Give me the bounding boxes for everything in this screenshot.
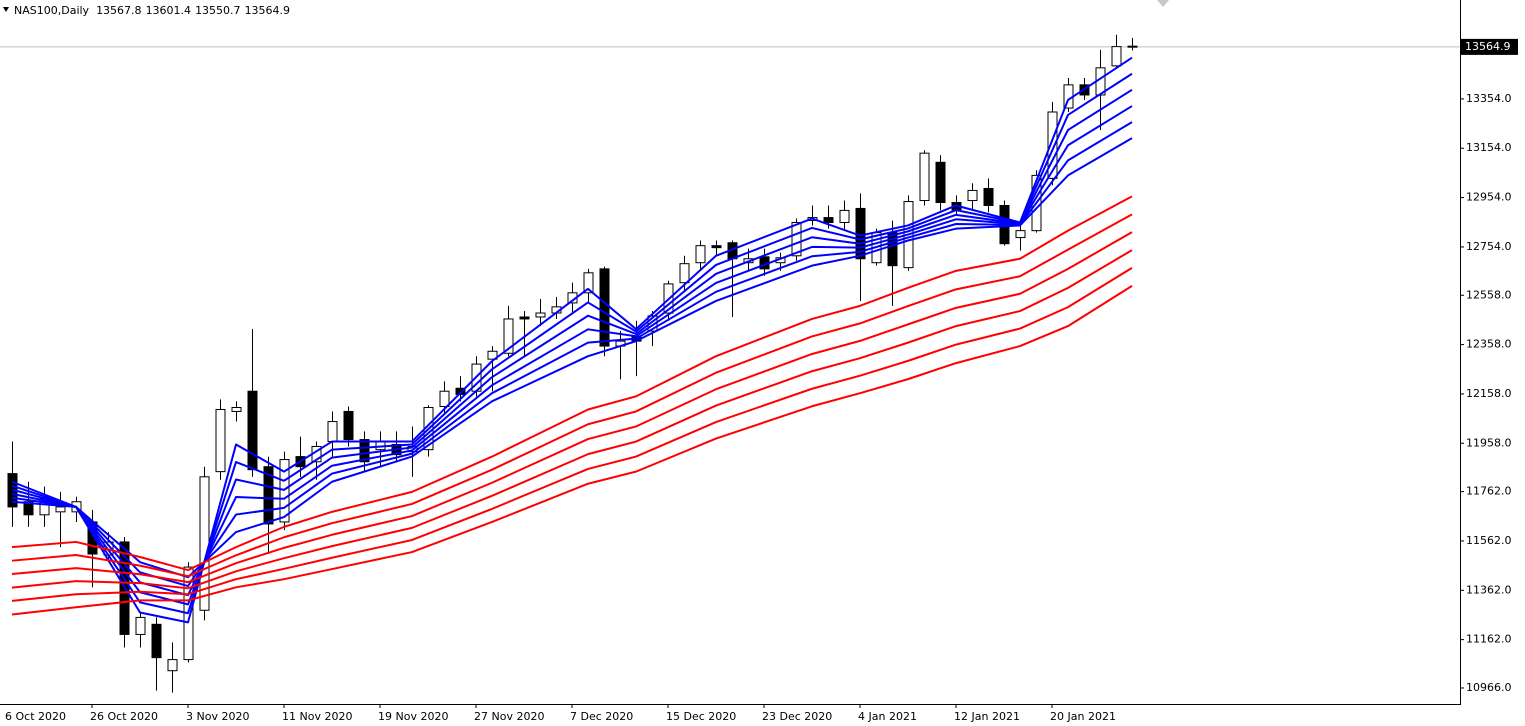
plot-area xyxy=(0,34,1460,693)
header-low: 13550.7 xyxy=(195,4,241,17)
x-tick-label: 26 Oct 2020 xyxy=(90,710,158,723)
moving-average-line xyxy=(11,56,1133,624)
chart-header: NAS100,Daily 13567.8 13601.4 13550.7 13564.9 xyxy=(14,4,290,17)
moving-average-line xyxy=(11,88,1133,606)
candle-body xyxy=(935,161,946,204)
candle-body xyxy=(679,263,690,284)
y-tick-label: 11362.0 xyxy=(1466,583,1512,596)
current-price-label: 13564.9 xyxy=(1465,40,1511,53)
x-tick-label: 23 Dec 2020 xyxy=(762,710,832,723)
candle-body xyxy=(151,623,162,659)
candle-body xyxy=(1015,230,1026,239)
moving-average-line xyxy=(11,249,1133,590)
chart-shift-marker xyxy=(1157,0,1169,7)
candle-body xyxy=(983,187,994,206)
candle-body xyxy=(23,501,34,516)
x-tick-label: 15 Dec 2020 xyxy=(666,710,736,723)
candle-body xyxy=(823,217,834,223)
y-tick-label: 12954.0 xyxy=(1466,191,1512,204)
candle-body xyxy=(1127,45,1138,48)
y-tick-label: 11958.0 xyxy=(1466,436,1512,449)
x-tick-label: 7 Dec 2020 xyxy=(570,710,633,723)
candle-body xyxy=(583,272,594,294)
candle-body xyxy=(1111,46,1122,67)
x-tick-label: 27 Nov 2020 xyxy=(474,710,544,723)
candle-body xyxy=(535,312,546,318)
x-tick-label: 11 Nov 2020 xyxy=(282,710,352,723)
y-tick-label: 13154.0 xyxy=(1466,141,1512,154)
header-high: 13601.4 xyxy=(146,4,192,17)
x-tick-label: 12 Jan 2021 xyxy=(954,710,1020,723)
candle-body xyxy=(487,350,498,360)
moving-average-line xyxy=(11,195,1133,572)
x-tick-label: 6 Oct 2020 xyxy=(5,710,66,723)
candle-body xyxy=(791,221,802,257)
candle-body xyxy=(439,390,450,408)
candle-body xyxy=(455,387,466,395)
y-tick-label: 13354.0 xyxy=(1466,92,1512,105)
candle-body xyxy=(503,318,514,354)
y-tick-label: 10966.0 xyxy=(1466,681,1512,694)
y-tick-label: 12158.0 xyxy=(1466,387,1512,400)
moving-average-line xyxy=(11,72,1133,615)
candle-body xyxy=(167,659,178,672)
moving-average-line xyxy=(11,121,1133,588)
candle-body xyxy=(967,189,978,202)
candle-body xyxy=(519,316,530,320)
y-tick-label: 11562.0 xyxy=(1466,534,1512,547)
moving-average-line xyxy=(11,231,1133,584)
x-tick-label: 4 Jan 2021 xyxy=(858,710,917,723)
candle-body xyxy=(247,390,258,471)
symbol: NAS100,Daily xyxy=(14,4,90,17)
candle-body xyxy=(343,410,354,441)
candle-body xyxy=(135,616,146,635)
header-open: 13567.8 xyxy=(96,4,142,17)
y-tick-label: 12358.0 xyxy=(1466,338,1512,351)
candle-body xyxy=(599,268,610,347)
candle-body xyxy=(647,315,658,332)
candle-body xyxy=(215,408,226,473)
candle-body xyxy=(327,421,338,443)
candle-body xyxy=(1047,111,1058,179)
candle-body xyxy=(839,209,850,223)
x-tick-label: 20 Jan 2021 xyxy=(1050,710,1116,723)
y-tick-label: 12754.0 xyxy=(1466,240,1512,253)
y-tick-label: 11762.0 xyxy=(1466,485,1512,498)
candle-body xyxy=(231,407,242,412)
header-arrow xyxy=(3,7,9,12)
header-close: 13564.9 xyxy=(245,4,291,17)
y-tick-label: 12558.0 xyxy=(1466,288,1512,301)
current-price-box xyxy=(1461,38,1518,55)
moving-average-line xyxy=(11,267,1133,602)
candle-body xyxy=(55,506,66,513)
candle-body xyxy=(359,439,370,463)
y-tick-label: 11162.0 xyxy=(1466,633,1512,646)
candle-body xyxy=(263,466,274,525)
x-tick-label: 3 Nov 2020 xyxy=(186,710,249,723)
moving-average-line xyxy=(11,285,1133,616)
candle-body xyxy=(711,245,722,249)
moving-average-line xyxy=(11,213,1133,578)
x-tick-label: 19 Nov 2020 xyxy=(378,710,448,723)
candle-body xyxy=(695,245,706,264)
candle-body xyxy=(919,152,930,202)
